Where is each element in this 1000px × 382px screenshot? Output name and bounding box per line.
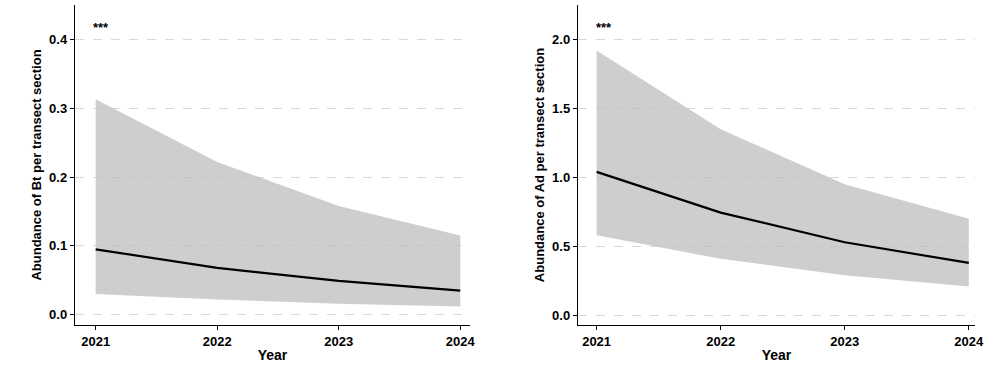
svg-text:1.5: 1.5: [552, 101, 570, 116]
svg-text:2021: 2021: [81, 334, 110, 349]
svg-text:2.0: 2.0: [552, 32, 570, 47]
svg-text:2022: 2022: [203, 334, 232, 349]
svg-text:0.4: 0.4: [49, 32, 68, 47]
svg-text:2022: 2022: [706, 334, 735, 349]
svg-text:Year: Year: [258, 347, 288, 363]
svg-text:Year: Year: [762, 347, 792, 363]
svg-text:Abundance of Ad per transect s: Abundance of Ad per transect section: [532, 48, 547, 282]
svg-text:***: ***: [596, 20, 612, 35]
svg-text:Abundance of Bt per transect s: Abundance of Bt per transect section: [29, 49, 44, 280]
svg-text:2023: 2023: [324, 334, 353, 349]
svg-text:0.0: 0.0: [552, 308, 570, 323]
svg-text:0.1: 0.1: [49, 238, 67, 253]
svg-text:1.0: 1.0: [552, 170, 570, 185]
svg-text:2021: 2021: [582, 334, 611, 349]
svg-text:0.2: 0.2: [49, 170, 67, 185]
svg-text:0.3: 0.3: [49, 101, 67, 116]
svg-text:***: ***: [93, 20, 109, 35]
svg-text:0.0: 0.0: [49, 307, 67, 322]
svg-text:2023: 2023: [830, 334, 859, 349]
svg-text:0.5: 0.5: [552, 239, 570, 254]
svg-text:2024: 2024: [954, 334, 984, 349]
svg-text:2024: 2024: [446, 334, 476, 349]
